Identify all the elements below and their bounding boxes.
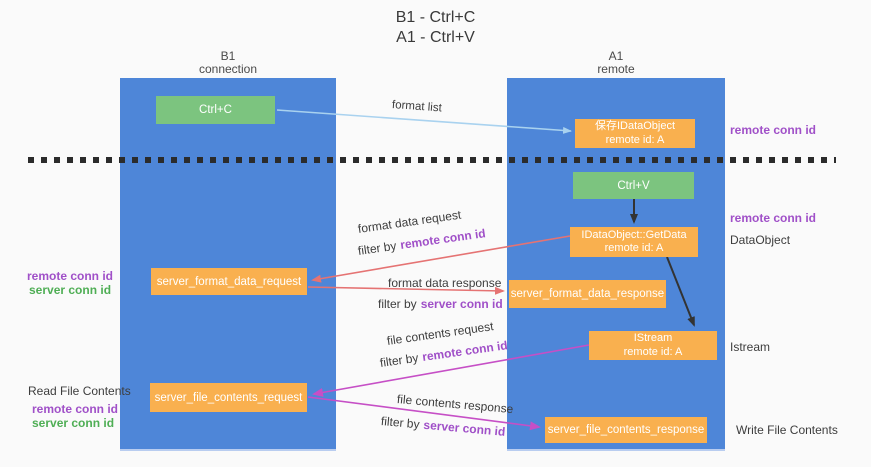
node-ctrl-v-label: Ctrl+V <box>617 179 650 192</box>
node-ctrl-v: Ctrl+V <box>573 172 694 199</box>
remote-conn-id-text: remote conn id <box>399 226 487 252</box>
filter-by-text: filter by <box>379 350 420 370</box>
column-header-b1: B1 connection <box>120 50 336 76</box>
node-istream-line2: remote id: A <box>623 345 683 358</box>
annotation-dataobject: DataObject <box>730 233 791 247</box>
annotation-left-remote-conn-id-bottom: remote conn id <box>32 402 119 416</box>
label-filter-by-server-conn-id-1: filter by server conn id <box>378 297 503 311</box>
node-istream-line1: IStream <box>633 332 673 344</box>
title-line-1: B1 - Ctrl+C <box>395 9 476 26</box>
annotation-remote-conn-id-top: remote conn id <box>730 123 817 137</box>
node-ctrl-c: Ctrl+C <box>156 96 275 124</box>
filter-by-text: filter by <box>357 238 398 258</box>
label-format-list: format list <box>391 99 443 115</box>
node-server-file-contents-request-label: server_file_contents_request <box>154 391 303 404</box>
node-idataobject-getdata: IDataObject::GetData remote id: A <box>570 227 698 257</box>
annotation-left-server-conn-id-top: server conn id <box>29 283 112 297</box>
node-server-file-contents-response-label: server_file_contents_response <box>547 424 705 436</box>
filter-by-text: filter by <box>378 297 417 311</box>
node-save-idataobject-line1: 保存IDataObject <box>594 120 676 132</box>
node-save-idataobject: 保存IDataObject remote id: A <box>575 119 695 148</box>
node-save-idataobject-line2: remote id: A <box>605 133 665 146</box>
annotation-write-file-contents: Write File Contents <box>736 423 838 437</box>
diagram-title: B1 - Ctrl+C A1 - Ctrl+V <box>0 8 871 48</box>
column-a1-subtitle: remote <box>597 62 635 76</box>
node-server-format-data-request-label: server_format_data_request <box>156 275 302 288</box>
annotation-remote-conn-id-mid: remote conn id <box>730 211 817 225</box>
annotation-istream: Istream <box>730 340 771 354</box>
annotation-read-file-contents: Read File Contents <box>28 384 131 398</box>
label-filter-by-server-conn-id-2: filter by server conn id <box>380 414 505 439</box>
section-divider-dashed-line <box>28 157 836 163</box>
filter-by-text: filter by <box>380 414 421 432</box>
column-a1-title: A1 <box>608 49 624 63</box>
label-format-data-response: format data response <box>388 276 502 290</box>
node-server-format-data-request: server_format_data_request <box>151 268 307 295</box>
server-conn-id-text: server conn id <box>422 417 506 439</box>
label-file-contents-response: file contents response <box>396 392 514 417</box>
node-getdata-line2: remote id: A <box>604 242 664 254</box>
node-istream: IStream remote id: A <box>589 331 717 360</box>
server-conn-id-text: server conn id <box>420 297 503 311</box>
annotation-left-remote-conn-id-top: remote conn id <box>27 269 114 283</box>
node-ctrl-c-label: Ctrl+C <box>199 104 232 116</box>
node-server-format-data-response-label: server_format_data_response <box>510 288 665 300</box>
node-server-file-contents-response: server_file_contents_response <box>545 417 707 443</box>
annotation-left-server-conn-id-bottom: server conn id <box>32 416 115 430</box>
column-b1-title: B1 <box>220 49 236 63</box>
remote-conn-id-text: remote conn id <box>421 338 509 364</box>
node-server-file-contents-request: server_file_contents_request <box>150 383 307 412</box>
title-line-2: A1 - Ctrl+V <box>396 29 475 46</box>
node-getdata-line1: IDataObject::GetData <box>581 228 687 241</box>
column-header-a1: A1 remote <box>507 50 725 76</box>
column-b1-subtitle: connection <box>198 62 258 76</box>
node-server-format-data-response: server_format_data_response <box>509 280 666 308</box>
